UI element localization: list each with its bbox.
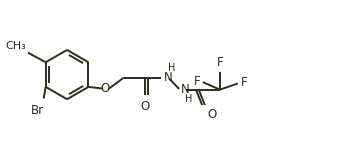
Text: Br: Br xyxy=(31,104,45,117)
Text: O: O xyxy=(207,108,216,122)
Text: H: H xyxy=(185,94,192,104)
Text: F: F xyxy=(216,56,223,69)
Text: N: N xyxy=(164,71,173,84)
Text: O: O xyxy=(140,100,150,113)
Text: O: O xyxy=(100,82,109,95)
Text: N: N xyxy=(181,83,190,96)
Text: H: H xyxy=(168,63,175,73)
Text: F: F xyxy=(240,76,247,89)
Text: CH₃: CH₃ xyxy=(5,41,26,51)
Text: F: F xyxy=(193,75,200,88)
